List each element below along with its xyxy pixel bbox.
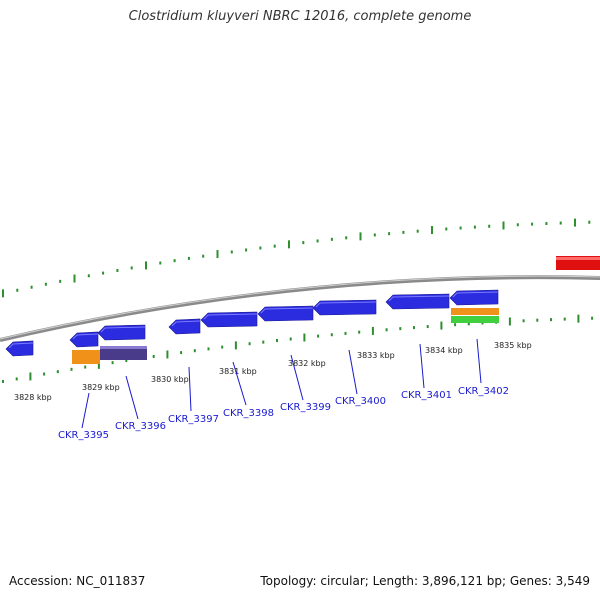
scale-label: 3832 kbp [288, 359, 326, 368]
scale-label-group: 3828 kbp 3829 kbp 3830 kbp 3831 kbp 3832 kbp… [14, 341, 532, 402]
cds-gene-arrow[interactable] [200, 311, 258, 328]
gene-label-leader [188, 366, 192, 412]
orange-feature-bar [72, 350, 100, 364]
gene-label[interactable]: CKR_3398 [223, 408, 274, 419]
red-gene-shine [556, 257, 600, 260]
cds-gene-shine [452, 291, 499, 298]
gene-label[interactable]: CKR_3402 [458, 386, 509, 397]
gene-label[interactable]: CKR_3396 [115, 421, 166, 432]
inner-tick-track [2, 314, 594, 383]
scale-label: 3830 kbp [151, 375, 189, 384]
cds-gene-shine [100, 326, 146, 333]
gene-label[interactable]: CKR_3400 [335, 396, 386, 407]
genome-backbone [0, 275, 600, 342]
gene-label-leader [232, 361, 247, 406]
scale-label: 3829 kbp [82, 383, 120, 392]
accession-text: Accession: NC_011837 [9, 574, 146, 588]
feature-track [72, 308, 499, 364]
purple-feature-bar [100, 346, 147, 360]
gene-label-leader [81, 392, 90, 429]
cds-gene-shine [315, 301, 377, 308]
gene-label-leader [348, 349, 358, 395]
purple-feature-shine [100, 346, 147, 349]
gene-label[interactable]: CKR_3401 [401, 390, 452, 401]
genome-summary-text: Topology: circular; Length: 3,896,121 bp… [260, 574, 590, 588]
scale-label: 3828 kbp [14, 393, 52, 402]
cds-gene-arrow[interactable] [449, 289, 499, 306]
cds-gene-shine [171, 320, 201, 327]
cds-gene-arrow[interactable] [385, 293, 450, 310]
gene-track[interactable] [5, 256, 600, 357]
gene-label[interactable]: CKR_3397 [168, 414, 219, 425]
gene-label-leader [476, 338, 482, 384]
genome-backbone-highlight [0, 275, 600, 340]
scale-label: 3835 kbp [494, 341, 532, 350]
orange-feature-bar [451, 308, 499, 315]
gene-label-leader [125, 375, 139, 420]
cds-gene-arrow[interactable] [168, 318, 201, 335]
cds-gene-shine [388, 295, 450, 302]
cds-gene-shine [72, 333, 99, 340]
green-feature-bar [451, 316, 499, 323]
cds-gene-shine [260, 307, 314, 314]
cds-gene-shine [203, 313, 258, 320]
cds-gene-shine [8, 342, 34, 349]
map-title: Clostridium kluyveri NBRC 12016, complet… [128, 9, 472, 24]
scale-label: 3831 kbp [219, 367, 257, 376]
gene-label-leader [290, 354, 304, 401]
cds-gene-arrow[interactable] [312, 299, 377, 316]
gene-label[interactable]: CKR_3395 [58, 430, 109, 441]
gene-label-leader [419, 343, 425, 389]
cds-gene-arrow[interactable] [69, 331, 99, 348]
gene-label[interactable]: CKR_3399 [280, 402, 331, 413]
scale-label: 3834 kbp [425, 346, 463, 355]
cds-gene-arrow[interactable] [97, 324, 146, 341]
cds-gene-arrow[interactable] [257, 305, 314, 322]
outer-tick-track [2, 218, 591, 298]
scale-label: 3833 kbp [357, 351, 395, 360]
